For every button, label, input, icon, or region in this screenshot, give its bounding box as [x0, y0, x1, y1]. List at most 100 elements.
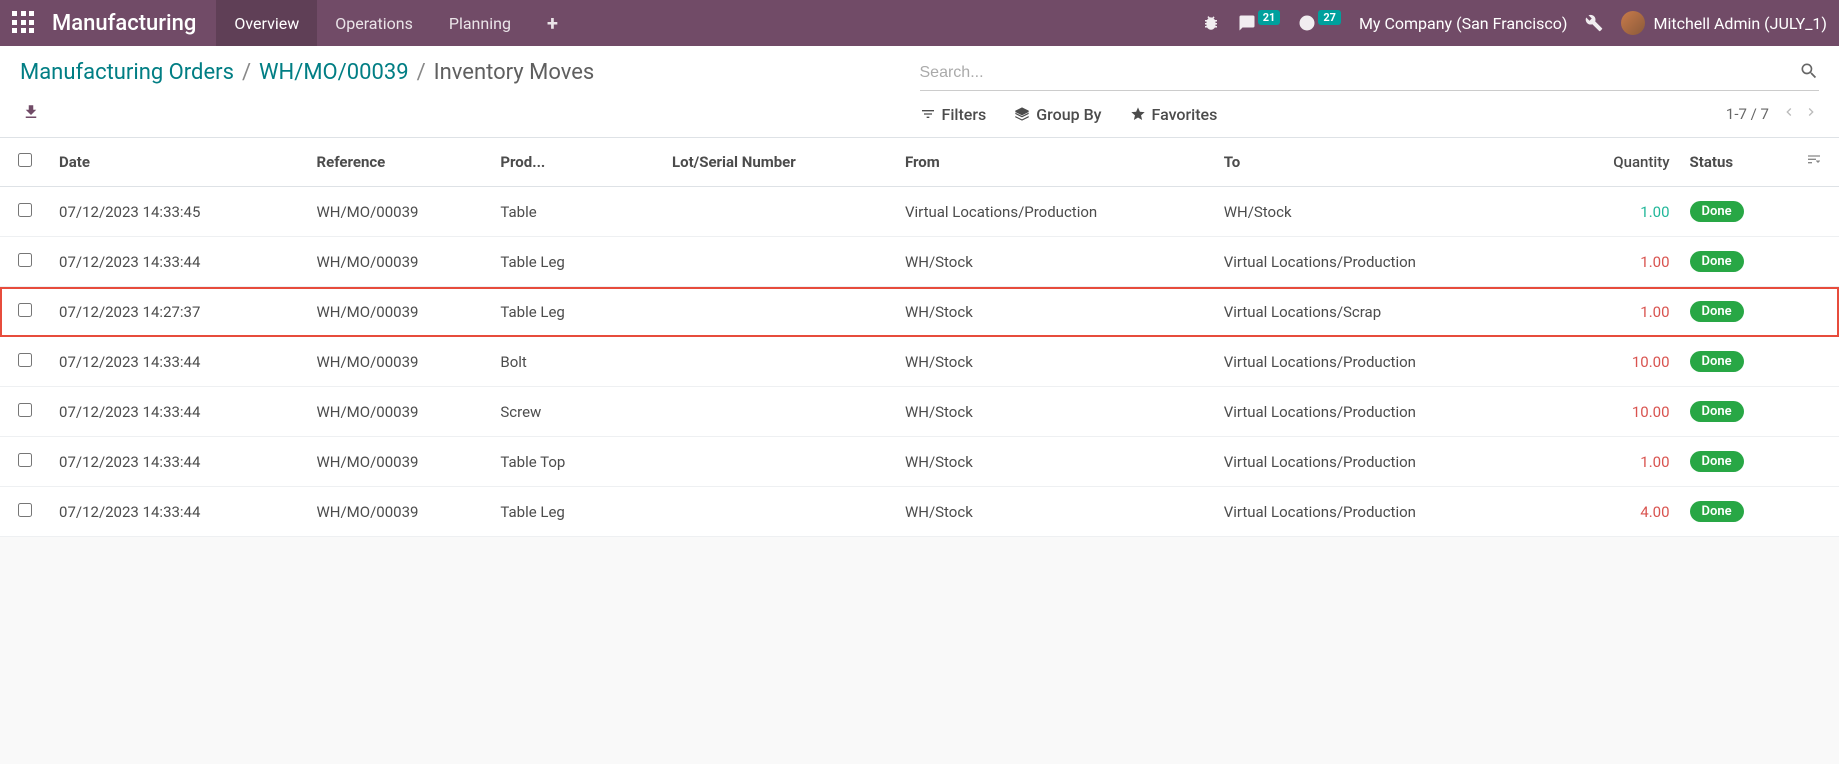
select-all-checkbox[interactable]: [18, 153, 32, 167]
row-checkbox[interactable]: [18, 453, 32, 467]
cell-status: Done: [1680, 337, 1790, 387]
groupby-label: Group By: [1036, 105, 1101, 124]
status-badge: Done: [1690, 201, 1744, 222]
header-date[interactable]: Date: [49, 138, 306, 187]
breadcrumb-root[interactable]: Manufacturing Orders: [20, 60, 234, 85]
user-menu[interactable]: Mitchell Admin (JULY_1): [1621, 11, 1827, 35]
row-checkbox-cell: [0, 287, 49, 337]
header-to[interactable]: To: [1214, 138, 1557, 187]
row-checkbox[interactable]: [18, 253, 32, 267]
cell-reference: WH/MO/00039: [306, 387, 490, 437]
header-from[interactable]: From: [895, 138, 1214, 187]
cell-product: Table: [490, 187, 662, 237]
header-status[interactable]: Status: [1680, 138, 1790, 187]
status-badge: Done: [1690, 501, 1744, 522]
table-row[interactable]: 07/12/2023 14:33:45WH/MO/00039TableVirtu…: [0, 187, 1839, 237]
row-checkbox-cell: [0, 337, 49, 387]
cell-reference: WH/MO/00039: [306, 487, 490, 537]
groupby-button[interactable]: Group By: [1014, 105, 1101, 124]
cell-product: Bolt: [490, 337, 662, 387]
cell-lot: [662, 187, 895, 237]
cell-lot: [662, 387, 895, 437]
row-checkbox[interactable]: [18, 403, 32, 417]
cell-from: WH/Stock: [895, 237, 1214, 287]
messages-icon[interactable]: 21: [1238, 14, 1281, 32]
cell-quantity: 1.00: [1557, 437, 1680, 487]
header-product[interactable]: Prod...: [490, 138, 662, 187]
cell-from: Virtual Locations/Production: [895, 187, 1214, 237]
pager-text: 1-7 / 7: [1726, 105, 1769, 123]
favorites-button[interactable]: Favorites: [1130, 105, 1218, 124]
cell-quantity: 10.00: [1557, 387, 1680, 437]
table-row[interactable]: 07/12/2023 14:33:44WH/MO/00039Table LegW…: [0, 237, 1839, 287]
status-badge: Done: [1690, 301, 1744, 322]
cell-from: WH/Stock: [895, 487, 1214, 537]
table-row[interactable]: 07/12/2023 14:33:44WH/MO/00039ScrewWH/St…: [0, 387, 1839, 437]
search-icon[interactable]: [1799, 61, 1819, 85]
cell-date: 07/12/2023 14:27:37: [49, 287, 306, 337]
cell-quantity: 1.00: [1557, 237, 1680, 287]
header-lot[interactable]: Lot/Serial Number: [662, 138, 895, 187]
table-row[interactable]: 07/12/2023 14:27:37WH/MO/00039Table LegW…: [0, 287, 1839, 337]
status-badge: Done: [1690, 251, 1744, 272]
cell-from: WH/Stock: [895, 337, 1214, 387]
cell-lot: [662, 287, 895, 337]
cell-status: Done: [1680, 387, 1790, 437]
activities-icon[interactable]: 27: [1298, 14, 1341, 32]
breadcrumb-sep: /: [417, 60, 426, 85]
bug-icon[interactable]: [1202, 14, 1220, 32]
table-row[interactable]: 07/12/2023 14:33:44WH/MO/00039Table TopW…: [0, 437, 1839, 487]
pager-prev[interactable]: [1781, 104, 1797, 124]
filters-button[interactable]: Filters: [920, 105, 987, 124]
company-selector[interactable]: My Company (San Francisco): [1359, 14, 1568, 33]
row-checkbox[interactable]: [18, 503, 32, 517]
search-input[interactable]: [920, 60, 1800, 86]
cell-date: 07/12/2023 14:33:44: [49, 337, 306, 387]
header-options[interactable]: [1790, 138, 1839, 187]
cell-options: [1790, 387, 1839, 437]
toolbar-right: Filters Group By Favorites 1-7 / 7: [920, 104, 1820, 124]
cell-reference: WH/MO/00039: [306, 337, 490, 387]
status-badge: Done: [1690, 401, 1744, 422]
table-container: Date Reference Prod... Lot/Serial Number…: [0, 137, 1839, 537]
header-quantity[interactable]: Quantity: [1557, 138, 1680, 187]
table-row[interactable]: 07/12/2023 14:33:44WH/MO/00039Table Leg W…: [0, 487, 1839, 537]
header-reference[interactable]: Reference: [306, 138, 490, 187]
navbar-right: 21 27 My Company (San Francisco) Mitchel…: [1202, 11, 1827, 35]
header-checkbox: [0, 138, 49, 187]
cell-from: WH/Stock: [895, 287, 1214, 337]
pager-arrows: [1781, 104, 1819, 124]
cell-date: 07/12/2023 14:33:44: [49, 387, 306, 437]
cell-date: 07/12/2023 14:33:44: [49, 487, 306, 537]
status-badge: Done: [1690, 451, 1744, 472]
nav-add-button[interactable]: +: [529, 0, 576, 46]
breadcrumb-mid[interactable]: WH/MO/00039: [259, 60, 409, 85]
messages-badge: 21: [1258, 10, 1281, 25]
apps-icon[interactable]: [12, 11, 36, 35]
cell-quantity: 1.00: [1557, 187, 1680, 237]
cell-product: Table Leg: [490, 487, 662, 537]
cell-lot: [662, 437, 895, 487]
nav-item-operations[interactable]: Operations: [317, 0, 431, 46]
cell-from: WH/Stock: [895, 437, 1214, 487]
cell-options: [1790, 237, 1839, 287]
cell-quantity: 4.00: [1557, 487, 1680, 537]
subheader: Manufacturing Orders / WH/MO/00039 / Inv…: [0, 46, 1839, 137]
avatar: [1621, 11, 1645, 35]
cell-options: [1790, 287, 1839, 337]
cell-date: 07/12/2023 14:33:45: [49, 187, 306, 237]
cell-to: Virtual Locations/Production: [1214, 387, 1557, 437]
row-checkbox[interactable]: [18, 303, 32, 317]
app-brand[interactable]: Manufacturing: [52, 11, 196, 36]
pager-next[interactable]: [1803, 104, 1819, 124]
settings-icon[interactable]: [1585, 14, 1603, 32]
table-row[interactable]: 07/12/2023 14:33:44WH/MO/00039Bolt WH/Sto…: [0, 337, 1839, 387]
nav-item-planning[interactable]: Planning: [431, 0, 529, 46]
status-badge: Done: [1690, 351, 1744, 372]
export-icon[interactable]: [20, 103, 920, 125]
toolbar: Filters Group By Favorites 1-7 / 7: [20, 91, 1819, 137]
row-checkbox[interactable]: [18, 203, 32, 217]
nav-item-overview[interactable]: Overview: [216, 0, 317, 46]
cell-lot: [662, 487, 895, 537]
row-checkbox[interactable]: [18, 353, 32, 367]
